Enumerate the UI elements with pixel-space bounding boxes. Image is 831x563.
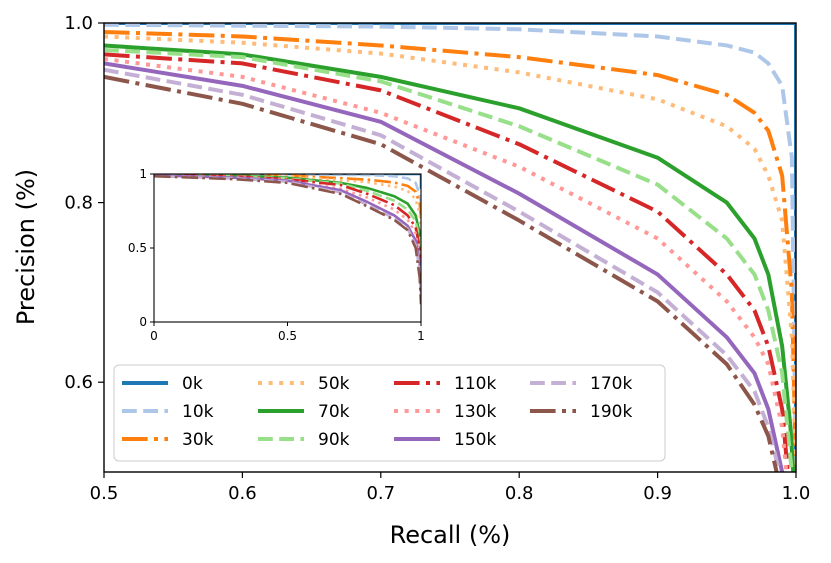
inset-y-tick-label: 0.5 bbox=[128, 241, 147, 255]
x-tick-label: 0.6 bbox=[228, 483, 257, 504]
plot-frame bbox=[103, 22, 797, 473]
legend-label: 10k bbox=[182, 402, 214, 422]
legend-entry-0k: 0k bbox=[122, 374, 203, 394]
inset-series-line-110k bbox=[154, 174, 421, 278]
y-axis-title: Precision (%) bbox=[12, 169, 40, 325]
legend-label: 190k bbox=[590, 402, 632, 422]
y-tick-label: 0.8 bbox=[64, 193, 93, 214]
legend-entry-70k: 70k bbox=[258, 402, 350, 422]
inset-series-line-170k bbox=[154, 174, 421, 300]
y-axis-ticks: 0.6 0.8 1.0 bbox=[64, 13, 104, 393]
x-tick-label: 0.9 bbox=[643, 483, 672, 504]
series-line-130k bbox=[104, 56, 789, 472]
inset-x-tick-label: 1 bbox=[417, 329, 425, 343]
legend-entry-150k: 150k bbox=[394, 430, 496, 450]
legend-label: 130k bbox=[454, 402, 496, 422]
legend-entry-90k: 90k bbox=[258, 430, 350, 450]
inset-x-tick-label: 0.5 bbox=[278, 329, 297, 343]
inset-x-tick-label: 0 bbox=[150, 329, 158, 343]
inset-x-ticks: 0 0.5 1 bbox=[150, 322, 425, 343]
x-tick-label: 0.7 bbox=[366, 483, 395, 504]
legend-label: 170k bbox=[590, 374, 632, 394]
series-line-10k bbox=[104, 23, 796, 472]
legend-label: 70k bbox=[318, 402, 350, 422]
inset-series-line-50k bbox=[154, 174, 421, 234]
inset-series-line-70k bbox=[154, 174, 421, 263]
inset-y-tick-label: 0 bbox=[139, 315, 147, 329]
x-axis-title: Recall (%) bbox=[390, 521, 511, 549]
x-tick-label: 1.0 bbox=[782, 483, 811, 504]
x-axis-ticks: 0.5 0.6 0.7 0.8 0.9 1.0 bbox=[90, 472, 811, 504]
inset-y-tick-label: 1 bbox=[139, 167, 147, 181]
legend-label: 0k bbox=[182, 374, 203, 394]
series-line-30k bbox=[104, 29, 796, 472]
series-line-170k bbox=[104, 67, 782, 472]
x-tick-label: 0.5 bbox=[90, 483, 119, 504]
inset-y-ticks: 00.51 bbox=[128, 167, 154, 329]
legend-entry-50k: 50k bbox=[258, 374, 350, 394]
series-line-150k bbox=[104, 61, 785, 472]
legend-entry-190k: 190k bbox=[530, 402, 632, 422]
legend-entry-10k: 10k bbox=[122, 402, 214, 422]
legend-entry-110k: 110k bbox=[394, 374, 496, 394]
y-tick-label: 1.0 bbox=[64, 13, 93, 34]
legend-label: 110k bbox=[454, 374, 496, 394]
legend: 0k 10k 30k 50k 70k 90k 110k 130k 150k 170k 190k bbox=[113, 364, 666, 462]
legend-entries: 0k 10k 30k 50k 70k 90k 110k 130k 150k 170k 190k bbox=[122, 374, 632, 450]
x-tick-label: 0.8 bbox=[505, 483, 534, 504]
legend-entry-30k: 30k bbox=[122, 430, 214, 450]
legend-box bbox=[113, 364, 666, 462]
series-line-190k bbox=[104, 74, 779, 472]
legend-entry-130k: 130k bbox=[394, 402, 496, 422]
main-series-group bbox=[104, 23, 796, 472]
inset-series-line-190k bbox=[154, 174, 421, 305]
inset-series-line-90k bbox=[154, 174, 421, 271]
series-line-110k bbox=[104, 52, 790, 472]
y-tick-label: 0.6 bbox=[64, 372, 93, 393]
series-line-70k bbox=[104, 43, 796, 472]
inset-plot: 0 0.5 1 00.51 bbox=[128, 167, 425, 343]
legend-label: 150k bbox=[454, 430, 496, 450]
legend-entry-170k: 170k bbox=[530, 374, 632, 394]
legend-label: 30k bbox=[182, 430, 214, 450]
legend-label: 90k bbox=[318, 430, 350, 450]
legend-label: 50k bbox=[318, 374, 350, 394]
series-line-90k bbox=[104, 47, 794, 472]
